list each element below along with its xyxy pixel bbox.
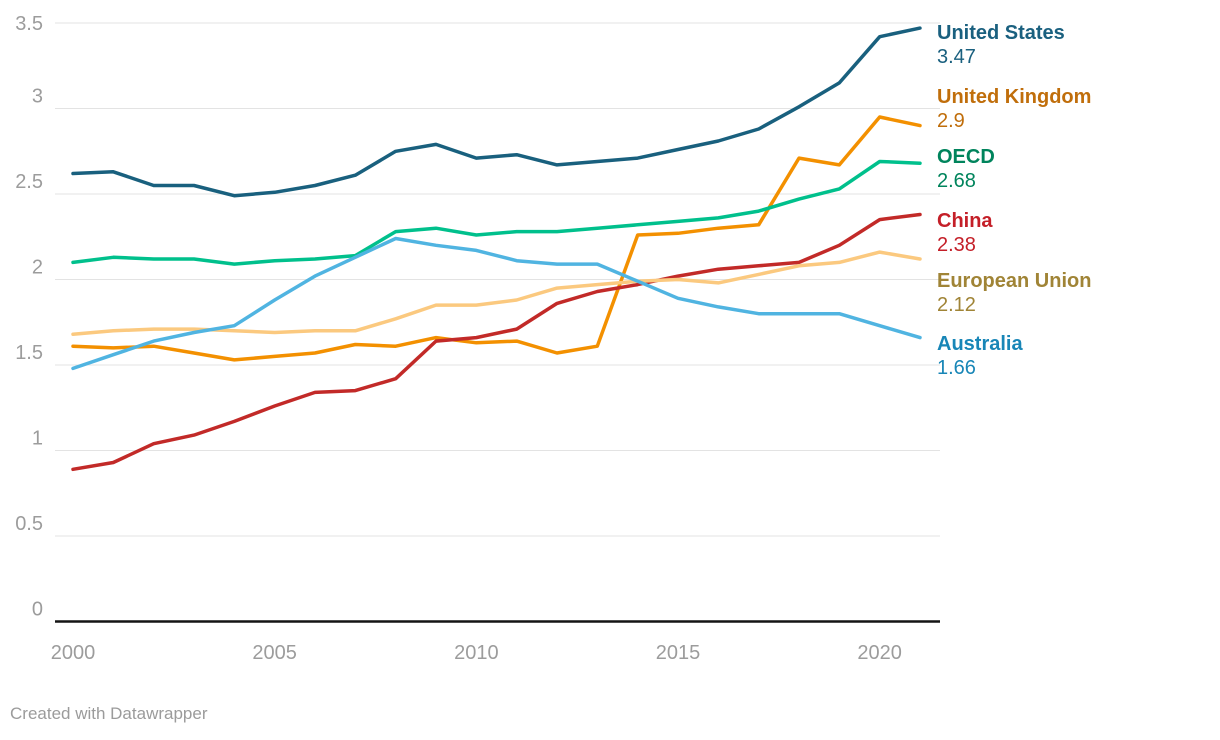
x-axis-label: 2020 [857, 642, 902, 664]
y-axis-label: 1.5 [15, 342, 43, 364]
legend-item-china: China 2.38 [937, 209, 993, 257]
legend-series-name: OECD [937, 146, 995, 168]
legend-series-name: China [937, 210, 993, 232]
y-axis-label: 0 [32, 599, 43, 621]
y-axis-label: 2 [32, 257, 43, 279]
series-line-united-states [71, 26, 922, 198]
series-line-australia [71, 236, 922, 371]
y-axis-label: 0.5 [15, 513, 43, 535]
legend-series-name: United States [937, 22, 1065, 44]
x-axis-label: 2010 [454, 642, 499, 664]
legend-item-united-states: United States 3.47 [937, 21, 1065, 69]
legend-series-name: United Kingdom [937, 86, 1092, 108]
series-line-china [71, 212, 922, 472]
legend-item-united-kingdom: United Kingdom 2.9 [937, 85, 1091, 133]
legend-series-value: 2.68 [937, 170, 976, 192]
legend-series-name: Australia [937, 333, 1023, 355]
legend-item-european-union: European Union 2.12 [937, 269, 1091, 317]
datawrapper-credit: Created with Datawrapper [10, 704, 208, 723]
legend-series-name: European Union [937, 270, 1092, 292]
legend-series-value: 3.47 [937, 46, 976, 68]
legend-series-value: 2.9 [937, 110, 965, 132]
legend-series-value: 1.66 [937, 357, 976, 379]
legend-series-value: 2.12 [937, 294, 976, 316]
legend-item-oecd: OECD 2.68 [937, 145, 995, 193]
y-axis-label: 3 [32, 86, 43, 108]
legend-item-australia: Australia 1.66 [937, 332, 1023, 380]
series-line-united-kingdom [71, 115, 922, 362]
y-axis-label: 1 [32, 428, 43, 450]
x-axis-label: 2000 [51, 642, 96, 664]
x-axis-label: 2005 [252, 642, 297, 664]
x-axis-label: 2015 [656, 642, 701, 664]
legend-series-value: 2.38 [937, 234, 976, 256]
series-line-oecd [71, 159, 922, 266]
y-axis-label: 2.5 [15, 171, 43, 193]
y-axis-label: 3.5 [15, 13, 43, 35]
